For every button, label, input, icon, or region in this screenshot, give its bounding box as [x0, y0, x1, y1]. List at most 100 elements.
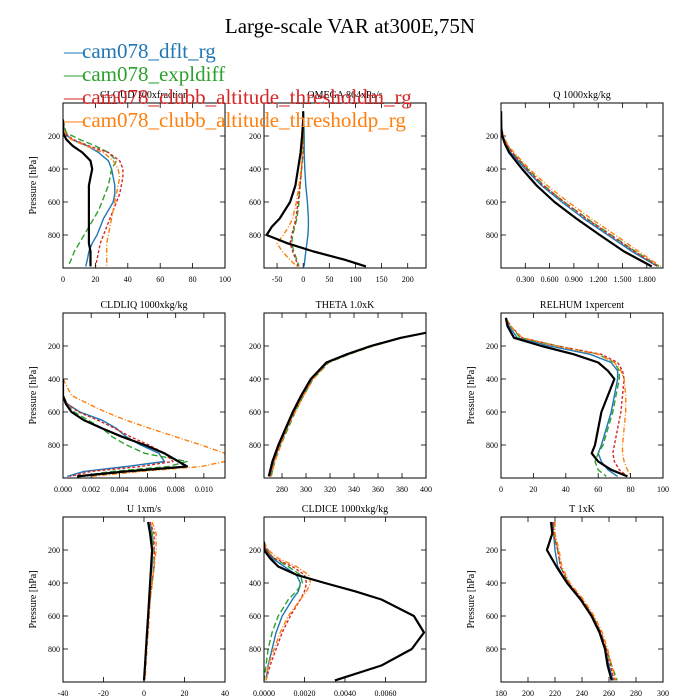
page-title: Large-scale VAR at300E,75N — [224, 14, 476, 38]
y-tick-label: 600 — [48, 408, 60, 417]
series-line-reference — [142, 521, 154, 681]
x-tick-label: 20 — [91, 275, 99, 284]
panel-title: U 1xm/s — [127, 504, 161, 515]
x-tick-label: 0.008 — [167, 485, 185, 494]
series-group — [264, 541, 426, 682]
y-tick-label: 200 — [48, 546, 60, 555]
series-line-cam078_expldiff — [143, 521, 155, 681]
x-tick-label: 50 — [325, 275, 333, 284]
series-group — [545, 521, 618, 681]
series-group — [501, 111, 661, 268]
x-tick-label: 280 — [276, 485, 288, 494]
x-tick-label: 0 — [61, 275, 65, 284]
panel-title: THETA 1.0xK — [316, 300, 375, 311]
x-tick-label: 180 — [495, 689, 507, 698]
x-tick-label: 240 — [576, 689, 588, 698]
x-tick-label: 300 — [300, 485, 312, 494]
y-tick-label: 600 — [486, 612, 498, 621]
y-tick-label: 400 — [48, 165, 60, 174]
x-tick-label: 60 — [594, 485, 602, 494]
series-line-reference — [267, 331, 426, 477]
legend: —cam078_dflt_rg —cam078_expldiff —cam078… — [64, 40, 412, 132]
plot-frame — [62, 102, 226, 269]
y-tick-label: 600 — [486, 198, 498, 207]
series-group — [63, 378, 225, 478]
legend-label: cam078_expldiff — [82, 62, 226, 86]
y-tick-label: 200 — [48, 132, 60, 141]
series-line-reference — [264, 541, 426, 682]
y-tick-label: 200 — [486, 546, 498, 555]
x-tick-label: 380 — [396, 485, 408, 494]
x-tick-label: 80 — [627, 485, 635, 494]
x-tick-label: 200 — [522, 689, 534, 698]
legend-item: —cam078_expldiff — [64, 63, 412, 86]
y-tick-label: 400 — [249, 375, 261, 384]
x-tick-label: 0.600 — [541, 275, 559, 284]
panel-8: 0.0000 0.0020 0.0040 0.0060 200 400 600 800 CLDI… — [249, 504, 427, 698]
y-tick-label: 200 — [249, 546, 261, 555]
series-line-cam078_dflt_rg — [505, 317, 619, 477]
y-tick-label: 800 — [249, 645, 261, 654]
panel-title: CLDICE 1000xkg/kg — [302, 504, 388, 515]
series-line-cam078_clubb_altitude_thresholdp_rg — [505, 317, 632, 477]
x-tick-label: -40 — [58, 689, 69, 698]
series-line-cam078_dflt_rg — [264, 541, 302, 681]
series-line-cam078_expldiff — [505, 317, 620, 477]
x-tick-label: 20 — [181, 689, 189, 698]
plot-frame — [62, 312, 226, 479]
series-line-cam078_clubb_altitude_thresholdm_rg — [501, 111, 659, 267]
series-line-cam078_clubb_altitude_thresholdm_rg — [63, 379, 174, 478]
x-tick-label: 0 — [499, 485, 503, 494]
x-tick-label: 220 — [549, 689, 561, 698]
series-line-reference — [504, 317, 628, 478]
x-tick-label: -50 — [272, 275, 283, 284]
x-tick-label: 40 — [124, 275, 132, 284]
series-line-cam078_expldiff — [63, 379, 188, 478]
panel-9: 180 200 220 240 260 280 300 200 400 600 800 T 1xK Pr… — [466, 504, 669, 698]
series-line-cam078_clubb_altitude_thresholdm_rg — [63, 119, 124, 267]
panel-3: 0.300 0.600 0.900 1.200 1.500 1.800 200 400 600 8… — [486, 90, 664, 284]
y-tick-label: 200 — [486, 342, 498, 351]
x-tick-label: 0.0020 — [294, 689, 316, 698]
series-group — [504, 317, 632, 478]
y-axis-label: Pressure [hPa] — [28, 366, 39, 424]
x-tick-label: 0.006 — [139, 485, 157, 494]
panel-title: T 1xK — [569, 504, 595, 515]
series-group — [142, 521, 157, 681]
y-tick-label: 600 — [249, 408, 261, 417]
y-tick-label: 800 — [486, 441, 498, 450]
x-tick-label: 360 — [372, 485, 384, 494]
x-tick-label: 100 — [657, 485, 669, 494]
x-tick-label: 280 — [630, 689, 642, 698]
x-tick-label: 1.800 — [638, 275, 656, 284]
x-tick-label: 300 — [657, 689, 669, 698]
plot-frame — [263, 312, 427, 479]
y-tick-label: 800 — [48, 645, 60, 654]
x-tick-label: 40 — [562, 485, 570, 494]
y-tick-label: 800 — [249, 231, 261, 240]
x-tick-label: 320 — [324, 485, 336, 494]
y-tick-label: 800 — [486, 231, 498, 240]
legend-label: cam078_dflt_rg — [82, 39, 216, 63]
y-tick-label: 400 — [48, 375, 60, 384]
plot-frame — [62, 516, 226, 683]
series-line-cam078_clubb_altitude_thresholdp_rg — [264, 541, 312, 681]
series-line-cam078_dflt_rg — [501, 111, 658, 268]
x-tick-label: 100 — [349, 275, 361, 284]
y-tick-label: 400 — [486, 375, 498, 384]
y-tick-label: 400 — [249, 165, 261, 174]
x-tick-label: 100 — [219, 275, 231, 284]
panel-1: 0 20 40 60 80 100 200 400 600 800 CLOUD 100xfracti… — [28, 90, 231, 284]
y-tick-label: 600 — [48, 198, 60, 207]
x-tick-label: 0.000 — [54, 485, 72, 494]
x-tick-label: 0.0060 — [375, 689, 397, 698]
y-tick-label: 200 — [249, 342, 261, 351]
y-tick-label: 600 — [249, 198, 261, 207]
legend-line-icon: — — [64, 62, 85, 86]
series-line-reference — [265, 111, 367, 268]
legend-item: —cam078_clubb_altitude_thresholdp_rg — [64, 109, 412, 132]
x-tick-label: 60 — [156, 275, 164, 284]
panel-7: -40 -20 0 20 40 200 400 600 800 U 1xm/s Pressure [… — [28, 504, 229, 698]
y-tick-label: 800 — [48, 441, 60, 450]
x-tick-label: 150 — [376, 275, 388, 284]
